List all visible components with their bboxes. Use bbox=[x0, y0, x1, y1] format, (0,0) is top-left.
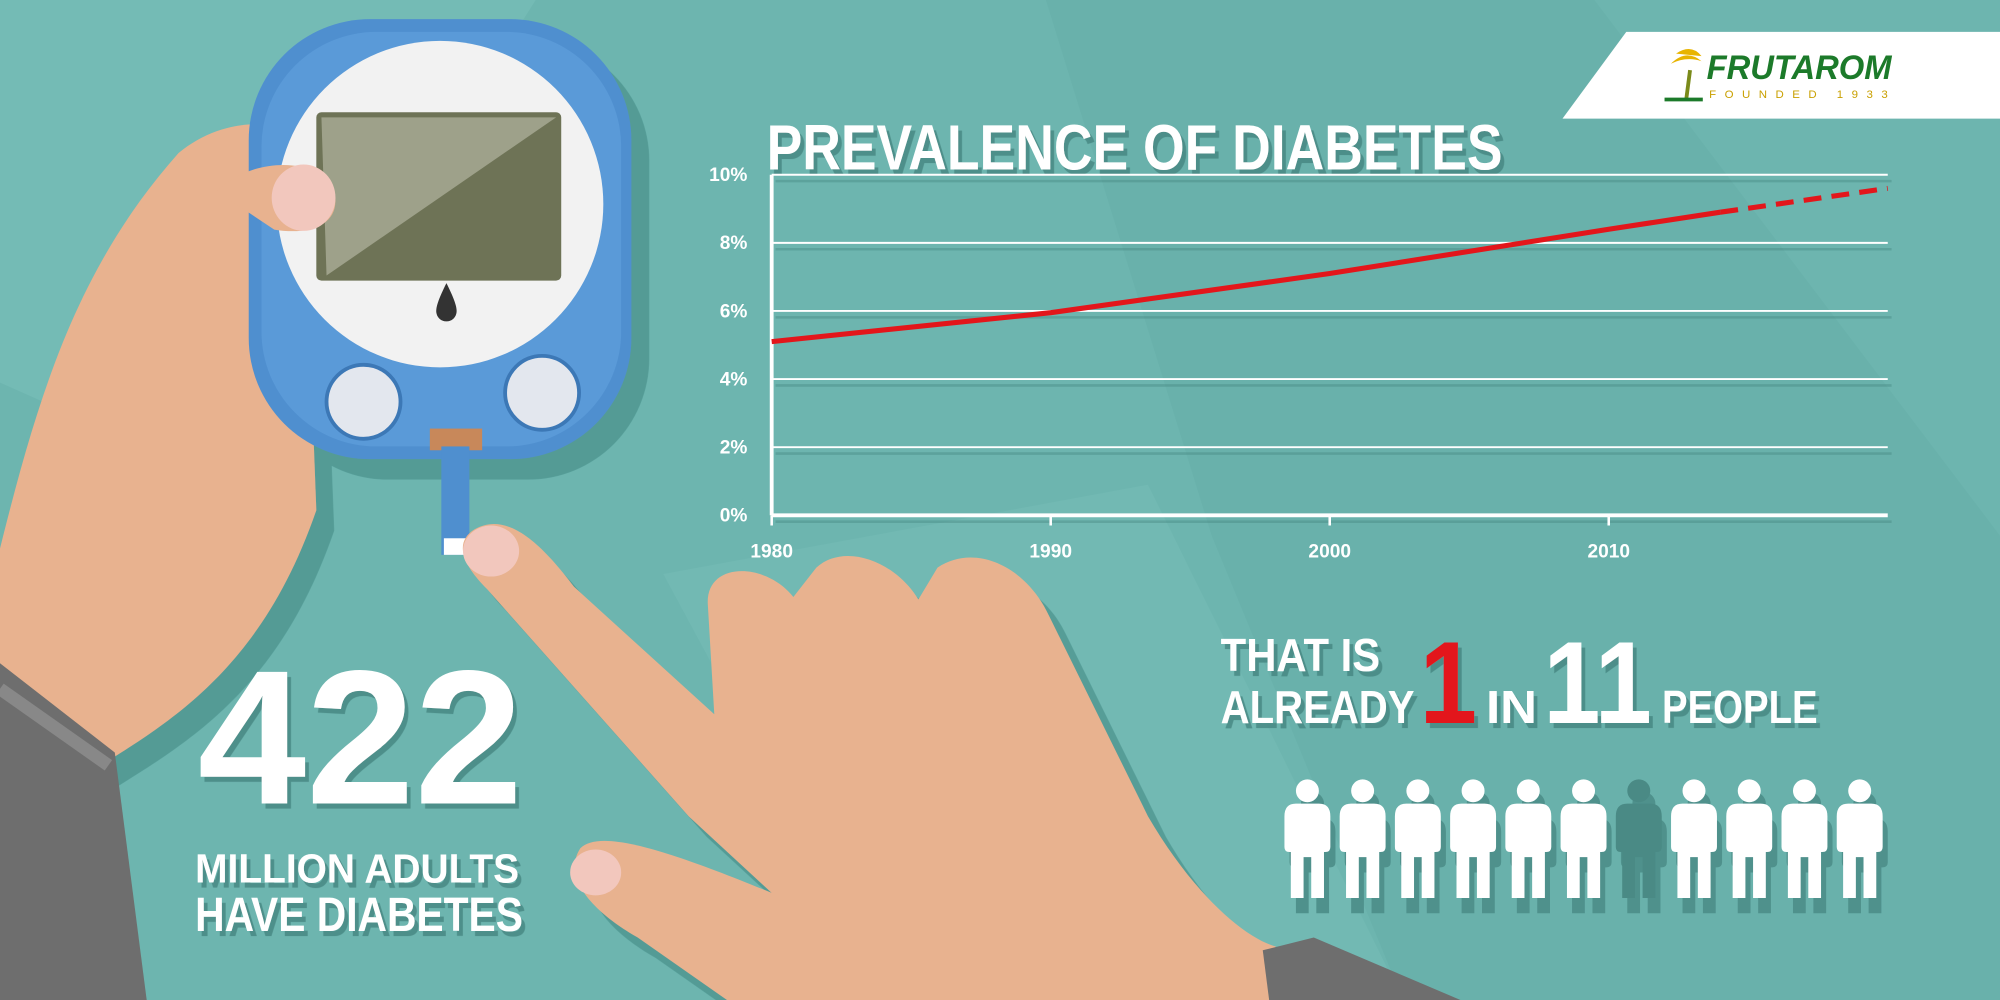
person-body bbox=[1560, 803, 1607, 898]
person-body bbox=[1671, 803, 1717, 898]
person-icon bbox=[1781, 779, 1833, 914]
person-head bbox=[1792, 779, 1816, 803]
person-head bbox=[1295, 779, 1319, 803]
drop-icon bbox=[436, 283, 457, 322]
projection-line bbox=[1719, 185, 1889, 215]
bg-shape bbox=[1045, 0, 2000, 1000]
headline-line1: MILLION ADULTS bbox=[195, 846, 519, 892]
person-head bbox=[1682, 779, 1706, 803]
headline-group: 422 MILLION ADULTS HAVE DIABETES bbox=[195, 631, 523, 943]
test-strip bbox=[441, 446, 470, 555]
ratio-group: THAT IS ALREADY 1 IN 11 PEOPLE bbox=[1221, 617, 1818, 748]
data-line bbox=[771, 209, 1721, 345]
logo-banner bbox=[1562, 31, 2000, 119]
y-tick-label: 10% bbox=[709, 165, 747, 186]
person-icon bbox=[1394, 779, 1446, 914]
logo-palm bbox=[1664, 49, 1703, 102]
people-row bbox=[1284, 779, 1888, 914]
person-icon bbox=[1339, 779, 1391, 914]
y-tick-label: 8% bbox=[720, 233, 748, 254]
ratio-suffix: PEOPLE bbox=[1662, 681, 1818, 733]
person-body bbox=[1450, 803, 1497, 898]
ratio-total: 11 bbox=[1543, 617, 1651, 748]
ratio-line1: THAT IS bbox=[1221, 629, 1380, 681]
person-icon bbox=[1560, 779, 1612, 914]
logo-name: FRUTAROM bbox=[1707, 49, 1893, 87]
ratio-count: 1 bbox=[1420, 617, 1477, 748]
person-icon bbox=[1505, 779, 1557, 914]
y-tick-label: 6% bbox=[720, 301, 748, 322]
x-tick-label: 1980 bbox=[750, 541, 793, 562]
left-hand bbox=[0, 124, 318, 830]
person-head bbox=[1572, 779, 1596, 803]
person-body bbox=[1505, 803, 1552, 898]
ratio-word: IN bbox=[1486, 681, 1537, 733]
person-body bbox=[1726, 803, 1773, 898]
person-head bbox=[1516, 779, 1540, 803]
x-tick-label: 2010 bbox=[1587, 541, 1630, 562]
meter-button bbox=[324, 362, 403, 441]
headline-line2: HAVE DIABETES bbox=[195, 888, 523, 942]
person-icon bbox=[1284, 779, 1336, 914]
chart-title: PREVALENCE OF DIABETES bbox=[767, 112, 1503, 184]
person-icon bbox=[1450, 779, 1502, 914]
person-icon bbox=[1836, 779, 1888, 914]
chart: 0% 2% 4% 6% 8% 10% 1980 1990 2000 2010 bbox=[709, 165, 1892, 562]
y-tick-label: 0% bbox=[720, 506, 748, 527]
person-body bbox=[1339, 803, 1386, 898]
person-icon bbox=[1615, 779, 1667, 914]
person-body bbox=[1615, 803, 1662, 898]
person-body bbox=[1394, 803, 1441, 898]
x-tick-label: 2000 bbox=[1308, 541, 1351, 562]
strip-port bbox=[429, 428, 483, 451]
left-sleeve bbox=[0, 663, 147, 1000]
headline-number: 422 bbox=[198, 631, 523, 845]
right-sleeve bbox=[1262, 937, 1461, 1000]
person-head bbox=[1737, 779, 1761, 803]
person-icon bbox=[1671, 779, 1723, 914]
x-tick-label: 1990 bbox=[1029, 541, 1072, 562]
strip-tip bbox=[443, 538, 467, 555]
screen-glare bbox=[321, 117, 557, 276]
person-body bbox=[1836, 803, 1883, 898]
person-body bbox=[1781, 803, 1828, 898]
meter-button bbox=[503, 353, 581, 432]
right-hand-group bbox=[462, 524, 1289, 1000]
person-head bbox=[1406, 779, 1430, 803]
logo-tagline: FOUNDED 1933 bbox=[1709, 89, 1888, 101]
thumbnail bbox=[271, 164, 336, 231]
person-head bbox=[1351, 779, 1375, 803]
person-head bbox=[1627, 779, 1651, 803]
fingernail bbox=[463, 525, 520, 577]
person-head bbox=[1848, 779, 1872, 803]
person-head bbox=[1461, 779, 1485, 803]
grid-shadow bbox=[775, 179, 1892, 523]
person-body bbox=[1284, 803, 1331, 898]
y-tick-label: 4% bbox=[720, 369, 748, 390]
fingernail bbox=[570, 849, 622, 896]
ratio-line2: ALREADY bbox=[1221, 681, 1415, 733]
person-icon bbox=[1726, 779, 1778, 914]
sleeve-cuff bbox=[0, 683, 113, 771]
y-tick-label: 2% bbox=[720, 438, 748, 459]
right-hand bbox=[462, 524, 1289, 1000]
